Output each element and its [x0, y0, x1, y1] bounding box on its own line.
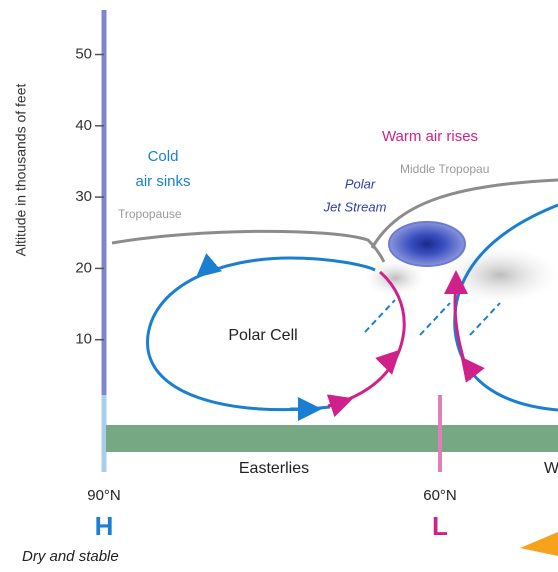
axis-title: Altitude in thousands of feet [13, 84, 29, 257]
label: air sinks [135, 173, 190, 190]
dashed-flow [420, 303, 450, 335]
label: Cold [148, 148, 179, 165]
dashed-flow [365, 300, 395, 332]
tropopause-line [112, 231, 384, 262]
label: L [432, 511, 448, 541]
label: 60°N [423, 487, 457, 504]
diagram: 50 40 30 20 10 Altitude in thousands of feet… [0, 0, 558, 572]
arrow [205, 264, 212, 270]
label: H [95, 511, 114, 541]
jet-stream [389, 222, 465, 266]
tick-label: 50 [75, 45, 92, 62]
arrow-orange [520, 532, 558, 556]
label: Middle Tropopau [400, 162, 489, 176]
tick-label: 30 [75, 188, 92, 205]
label: Dry and stable [22, 548, 119, 565]
label: Easterlies [239, 460, 309, 477]
label: Polar Cell [228, 327, 297, 344]
arrow [330, 402, 342, 406]
label: Warm air rises [382, 128, 478, 145]
tick-label: 10 [75, 331, 92, 348]
arrow [386, 358, 392, 364]
tick-label: 20 [75, 259, 92, 276]
label: Polar [345, 176, 376, 191]
tick-label: 40 [75, 117, 92, 134]
dashed-flow [470, 303, 500, 335]
ground-band [106, 425, 558, 452]
label: W [544, 460, 558, 477]
label: Jet Stream [323, 199, 387, 214]
label: 90°N [87, 487, 121, 504]
axis-ticks: 50 40 30 20 10 [75, 45, 104, 347]
page: {"axis": {"title": "Altitude in thousand… [0, 0, 558, 572]
label: Tropopause [118, 207, 182, 221]
